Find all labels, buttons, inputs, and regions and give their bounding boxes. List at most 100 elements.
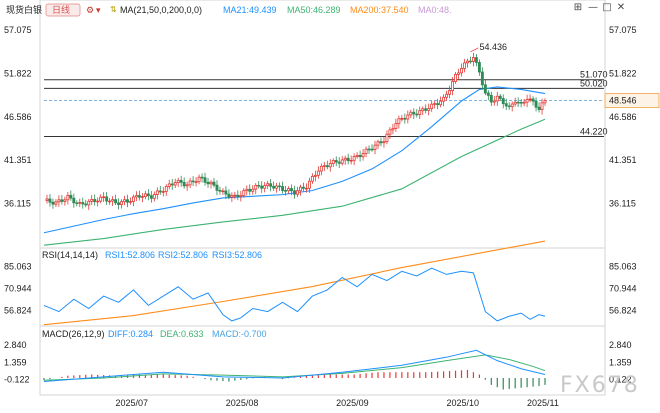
- candle: [451, 77, 454, 96]
- candle: [376, 139, 380, 150]
- candle: [358, 150, 362, 162]
- candle: [239, 190, 243, 202]
- candle: [215, 180, 219, 196]
- candle: [307, 177, 311, 193]
- candle: [421, 106, 425, 116]
- candle: [385, 130, 389, 145]
- candle: [102, 192, 106, 203]
- candle: [492, 96, 496, 106]
- settings-gear-icon[interactable]: ⚙: [86, 5, 94, 15]
- ma21-line: [43, 86, 546, 234]
- candle: [510, 101, 514, 112]
- candle: [302, 182, 305, 192]
- candle: [430, 100, 434, 112]
- candle: [436, 98, 440, 110]
- candle: [337, 157, 341, 169]
- macd-tick-right-2: 0.122: [609, 374, 632, 384]
- high-marker-label: 54.436: [479, 42, 507, 52]
- candle: [486, 90, 490, 101]
- price-tick-left-4: 36.115: [4, 199, 31, 209]
- candle: [176, 177, 180, 187]
- candle: [310, 173, 314, 184]
- x-tick-2: 2025/09: [336, 398, 369, 408]
- candle: [245, 185, 249, 196]
- candle: [290, 184, 293, 196]
- level-label-0: 51.070: [580, 70, 608, 80]
- legend-ma21: MA21:49.439: [223, 5, 277, 15]
- rsi-tick-left-2: 56.824: [4, 305, 32, 315]
- candle: [170, 178, 174, 190]
- chart-title: 现货白银: [6, 4, 42, 15]
- candle: [117, 198, 120, 210]
- candle: [349, 155, 353, 165]
- candle: [96, 197, 100, 207]
- candle: [230, 192, 234, 202]
- candle: [340, 156, 344, 166]
- candle: [132, 194, 135, 207]
- price-tick-right-2: 46.586: [609, 112, 637, 122]
- candle: [391, 123, 395, 135]
- macd-histogram: [43, 369, 546, 390]
- window-close-icon[interactable]: ✕: [616, 2, 626, 13]
- macd-indicator-label: MACD(26,12,9): [42, 329, 105, 339]
- candle: [325, 160, 329, 170]
- legend-macd: MACD:-0.700: [212, 329, 267, 339]
- rsi-tick-left-1: 70.944: [4, 283, 32, 293]
- rsi-indicator-label: RSI(14,14,14): [42, 250, 98, 260]
- candle: [460, 63, 463, 77]
- candle: [522, 98, 526, 107]
- candle: [57, 195, 61, 207]
- candle: [66, 192, 70, 205]
- legend-ma50: MA50:46.289: [287, 5, 341, 15]
- candle: [454, 72, 457, 84]
- rsi-tick-left-0: 85.063: [4, 262, 32, 272]
- candle: [143, 190, 147, 200]
- candle: [370, 144, 374, 152]
- candle: [260, 181, 264, 193]
- candle: [167, 179, 171, 190]
- legend-diff: DIFF:0.284: [108, 329, 153, 339]
- candle: [161, 187, 165, 197]
- dropdown-chevron-icon[interactable]: ▾: [96, 5, 101, 15]
- candle: [540, 98, 544, 115]
- candle: [534, 97, 538, 112]
- candle: [346, 153, 350, 165]
- window-maximize-icon[interactable]: □: [602, 2, 612, 13]
- candle: [90, 195, 94, 205]
- candle: [352, 153, 356, 166]
- candle: [519, 99, 523, 108]
- price-tick-right-3: 41.351: [609, 155, 637, 165]
- window-grid-icon[interactable]: ⊞: [573, 2, 583, 13]
- candle: [367, 145, 371, 155]
- price-axis: 57.075 51.822 46.586 41.351 36.115 57.075 51.8…: [4, 25, 637, 209]
- rsi-tick-right-2: 56.824: [609, 305, 637, 315]
- candle: [120, 199, 123, 209]
- candle: [233, 191, 237, 200]
- legend-ma200: MA200:37.540: [350, 5, 409, 15]
- candle: [63, 196, 67, 206]
- candle: [483, 80, 487, 96]
- candle: [185, 181, 189, 191]
- period-tab[interactable]: [45, 3, 81, 17]
- candle: [543, 98, 547, 106]
- candle: [361, 149, 365, 161]
- window-minimize-icon[interactable]: —: [588, 2, 598, 13]
- candle: [528, 94, 532, 103]
- ma50-line: [43, 118, 546, 246]
- candle: [149, 191, 153, 203]
- rsi-tick-right-0: 85.063: [609, 262, 637, 272]
- candle: [400, 115, 404, 122]
- ma-indicator-label: MA(21,50,0,200,0,0): [120, 5, 202, 15]
- candle: [236, 190, 240, 201]
- macd-lines: [43, 349, 546, 382]
- current-price-badge: [604, 93, 660, 109]
- candle: [164, 184, 168, 196]
- candle: [457, 68, 460, 80]
- candle: [275, 182, 279, 193]
- candle: [209, 180, 213, 189]
- up-down-arrow-icon[interactable]: ⇅: [110, 5, 117, 14]
- candle: [334, 156, 338, 167]
- level-label-2: 44.220: [580, 126, 608, 136]
- candle: [224, 186, 228, 199]
- candle: [212, 177, 216, 188]
